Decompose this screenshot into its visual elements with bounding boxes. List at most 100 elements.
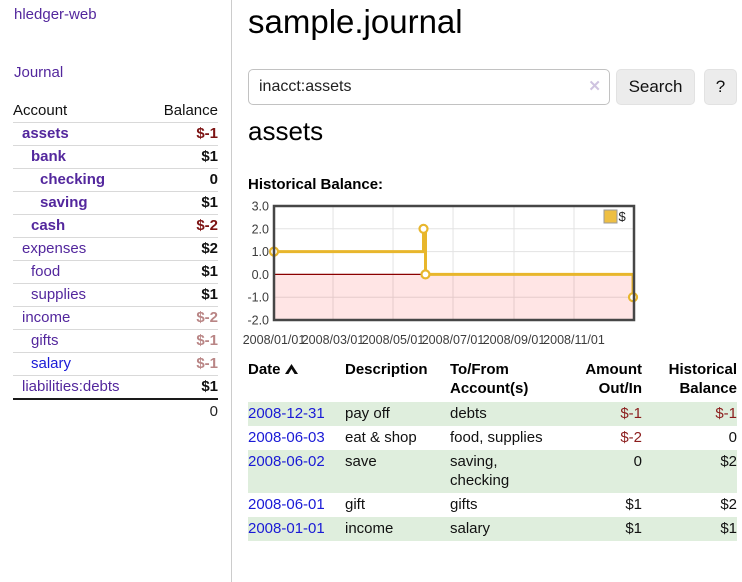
account-link[interactable]: income: [22, 309, 71, 326]
register-row: 2008-01-01 income salary $1 $1: [248, 517, 737, 541]
accounts-cell: gifts: [450, 496, 478, 513]
sidebar-account-row: bank $1: [13, 145, 218, 168]
date-cell: 2008-01-01: [248, 517, 345, 541]
amount-cell: $-1: [620, 405, 642, 422]
search-input[interactable]: [248, 69, 610, 105]
search-box: ✕: [248, 69, 610, 105]
chart-title: Historical Balance:: [248, 176, 384, 193]
historical-balance-chart[interactable]: $3.0 2.0 1.0 0.0 -1.0 -2.0 2008/01/012008/03/0…: [240, 200, 642, 352]
account-link[interactable]: cash: [31, 217, 66, 234]
register-table: Date Description To/From Account(s) Amou…: [248, 358, 737, 541]
column-header-date: Date: [248, 358, 345, 402]
accounts-list: assets $-1 bank $1 checking 0 saving $1 cash $-2 e…: [13, 122, 218, 398]
account-balance: $1: [201, 378, 218, 395]
account-link[interactable]: expenses: [22, 240, 87, 257]
svg-text:1.0: 1.0: [252, 245, 269, 259]
description-cell: eat & shop: [345, 429, 417, 446]
date-link[interactable]: 2008-01-01: [248, 520, 325, 537]
help-button[interactable]: ?: [704, 69, 737, 105]
accounts-total-row: 0: [13, 398, 218, 424]
accounts-cell: food, supplies: [450, 429, 543, 446]
sidebar-account-row: food $1: [13, 260, 218, 283]
sidebar-account-row: salary $-1: [13, 352, 218, 375]
account-balance: $-1: [196, 125, 218, 142]
total-balance: 0: [209, 403, 218, 420]
date-link[interactable]: 2008-12-31: [248, 405, 325, 422]
sidebar-account-row: checking 0: [13, 168, 218, 191]
account-link[interactable]: liabilities:debts: [22, 378, 120, 395]
column-header-accounts: To/From Account(s): [450, 361, 529, 397]
column-header-amount: Amount Out/In: [585, 361, 642, 397]
register-rows: 2008-12-31 pay off debts $-1 $-1 2008-06-03 ea…: [248, 402, 737, 541]
svg-text:2008/01/01: 2008/01/01: [243, 333, 306, 347]
account-balance: $-1: [196, 332, 218, 349]
column-header-balance: Historical Balance: [668, 361, 737, 397]
accounts-table: Account Balance assets $-1 bank $1 checking 0…: [13, 100, 218, 424]
description-cell: gift: [345, 496, 366, 513]
account-link[interactable]: saving: [40, 194, 88, 211]
nav-journal-link[interactable]: Journal: [14, 64, 64, 81]
accounts-table-header: Account Balance: [13, 100, 218, 122]
account-link[interactable]: assets: [22, 125, 69, 142]
balance-cell: $2: [720, 453, 737, 470]
column-header-description: Description: [345, 361, 428, 378]
account-link[interactable]: food: [31, 263, 61, 280]
date-cell: 2008-12-31: [248, 402, 345, 426]
account-link[interactable]: gifts: [31, 332, 59, 349]
date-link[interactable]: 2008-06-01: [248, 496, 325, 513]
balance-cell: 0: [728, 429, 737, 446]
brand-link[interactable]: hledger-web: [14, 6, 97, 23]
amount-cell: $-2: [620, 429, 642, 446]
svg-text:2008/09/01: 2008/09/01: [483, 333, 546, 347]
account-link[interactable]: salary: [31, 355, 72, 372]
account-heading: assets: [248, 116, 324, 146]
sidebar-account-row: assets $-1: [13, 122, 218, 145]
svg-text:2008/05/01: 2008/05/01: [362, 333, 425, 347]
sidebar-account-row: expenses $2: [13, 237, 218, 260]
sidebar-divider: [231, 0, 232, 582]
sidebar-account-row: income $-2: [13, 306, 218, 329]
account-balance: 0: [209, 171, 218, 188]
account-balance: $1: [201, 286, 218, 303]
date-column-label: Date: [248, 361, 281, 378]
amount-cell: $1: [625, 520, 642, 537]
svg-text:2008/07/01: 2008/07/01: [422, 333, 485, 347]
sidebar-account-row: gifts $-1: [13, 329, 218, 352]
register-row: 2008-12-31 pay off debts $-1 $-1: [248, 402, 737, 426]
account-balance: $1: [201, 194, 218, 211]
svg-text:-1.0: -1.0: [247, 291, 269, 305]
account-balance: $1: [201, 263, 218, 280]
date-cell: 2008-06-01: [248, 493, 345, 517]
svg-text:$: $: [619, 209, 627, 224]
date-cell: 2008-06-03: [248, 426, 345, 450]
account-balance: $1: [201, 148, 218, 165]
accounts-cell: salary: [450, 520, 491, 537]
date-cell: 2008-06-02: [248, 450, 345, 493]
sort-ascending-icon: [284, 364, 298, 374]
account-link[interactable]: checking: [40, 171, 106, 188]
svg-text:2.0: 2.0: [252, 222, 269, 236]
svg-text:3.0: 3.0: [252, 200, 269, 214]
svg-text:2008/03/01: 2008/03/01: [302, 333, 365, 347]
clear-search-icon[interactable]: ✕: [588, 78, 601, 95]
date-link[interactable]: 2008-06-03: [248, 429, 325, 446]
date-link[interactable]: 2008-06-02: [248, 453, 325, 470]
sidebar-account-row: saving $1: [13, 191, 218, 214]
accounts-cell: debts: [450, 405, 487, 422]
search-button[interactable]: Search: [616, 69, 695, 105]
register-row: 2008-06-02 save saving, checking 0 $2: [248, 450, 737, 493]
svg-text:2008/11/01: 2008/11/01: [543, 333, 605, 347]
account-balance: $2: [201, 240, 218, 257]
svg-text:-2.0: -2.0: [247, 314, 269, 328]
svg-text:0.0: 0.0: [252, 268, 269, 282]
account-balance: $-2: [196, 309, 218, 326]
account-balance: $-1: [196, 355, 218, 372]
account-link[interactable]: bank: [31, 148, 67, 165]
account-column-label: Account: [13, 102, 68, 119]
register-row: 2008-06-01 gift gifts $1 $2: [248, 493, 737, 517]
page-title: sample.journal: [248, 3, 463, 40]
account-balance: $-2: [196, 217, 218, 234]
balance-column-label: Balance: [163, 102, 218, 119]
account-link[interactable]: supplies: [31, 286, 87, 303]
